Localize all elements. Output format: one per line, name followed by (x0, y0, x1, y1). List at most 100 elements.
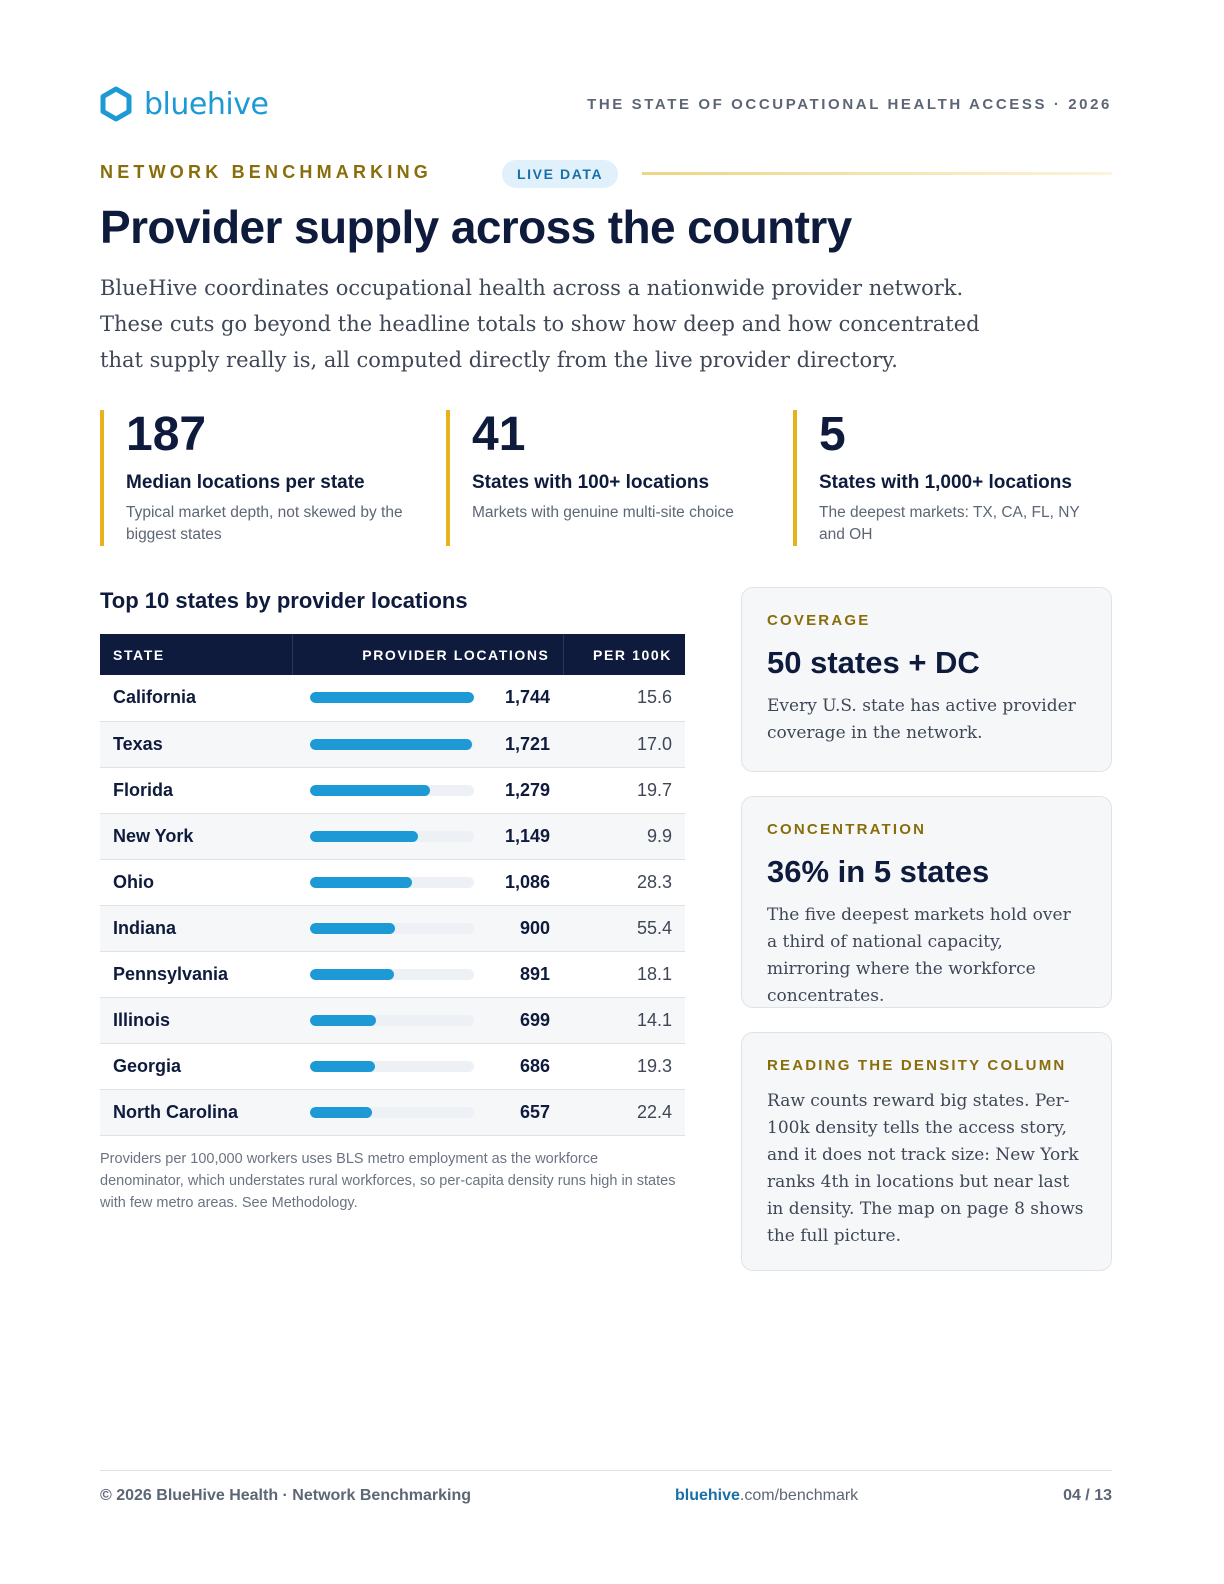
per100k-value: 9.9 (563, 813, 685, 860)
state-name: Ohio (100, 859, 292, 906)
stat-states-1000-plus: 5 States with 1,000+ locations The deepe… (793, 410, 1103, 546)
locations-value: 1,149 (504, 825, 550, 846)
table-row: Ohio 1,086 28.3 (100, 859, 685, 906)
state-name: New York (100, 813, 292, 860)
column-header-locations: PROVIDER LOCATIONS (292, 634, 564, 675)
state-name: Indiana (100, 905, 292, 952)
locations-value: 1,279 (504, 779, 550, 800)
locations-bar-track (310, 738, 474, 750)
table-row: Indiana 900 55.4 (100, 905, 685, 952)
locations-cell: 1,721 (292, 721, 563, 768)
locations-bar (310, 692, 474, 704)
locations-cell: 686 (292, 1043, 563, 1090)
card-body: Raw counts reward big states. Per-100k d… (767, 1091, 1084, 1246)
table-row: North Carolina 657 22.4 (100, 1089, 685, 1136)
stat-label: Median locations per state (126, 472, 365, 493)
stat-label: States with 1,000+ locations (819, 472, 1072, 493)
stat-value: 5 (819, 408, 846, 461)
locations-bar (310, 738, 472, 750)
density-explainer-card: READING THE DENSITY COLUMN Raw counts re… (741, 1032, 1112, 1271)
bluehive-logo[interactable]: bluehive (100, 86, 269, 122)
per100k-value: 55.4 (563, 905, 685, 952)
locations-bar-track (310, 876, 474, 888)
locations-value: 699 (519, 1009, 550, 1030)
footer-link-path: .com/benchmark (739, 1487, 859, 1504)
card-kicker: READING THE DENSITY COLUMN (767, 1057, 1067, 1074)
page-header: bluehive THE STATE OF OCCUPATIONAL HEALT… (100, 86, 1112, 126)
card-body: The five deepest markets hold over a thi… (767, 905, 1071, 1006)
live-data-badge: LIVE DATA (502, 160, 619, 188)
locations-bar (310, 968, 394, 980)
stat-states-100-plus: 41 States with 100+ locations Markets wi… (446, 410, 756, 546)
state-name: North Carolina (100, 1089, 292, 1136)
state-name: Pennsylvania (100, 951, 292, 998)
table-header-row: STATE PROVIDER LOCATIONS PER 100K (100, 634, 685, 675)
page-title: Provider supply across the country (100, 201, 852, 253)
per100k-value: 14.1 (563, 997, 685, 1044)
locations-cell: 900 (292, 905, 563, 952)
locations-value: 1,721 (504, 733, 550, 754)
locations-cell: 1,744 (292, 675, 563, 722)
locations-bar-track (310, 1014, 474, 1026)
locations-bar (310, 1060, 375, 1072)
card-kicker: CONCENTRATION (767, 821, 927, 838)
locations-bar-track (310, 692, 474, 704)
table-row: New York 1,149 9.9 (100, 813, 685, 860)
page-number: 04 / 13 (1063, 1487, 1112, 1504)
per100k-value: 22.4 (563, 1089, 685, 1136)
card-headline: 36% in 5 states (767, 854, 990, 889)
state-name: Florida (100, 767, 292, 814)
table-row: Illinois 699 14.1 (100, 997, 685, 1044)
stat-description: The deepest markets: TX, CA, FL, NY and … (819, 504, 1080, 543)
top-states-table: STATE PROVIDER LOCATIONS PER 100K Califo… (100, 634, 685, 1136)
footer-link[interactable]: bluehive.com/benchmark (675, 1487, 858, 1505)
logo-wordmark: bluehive (144, 86, 269, 122)
locations-bar-track (310, 922, 474, 934)
section-eyebrow-row: NETWORK BENCHMARKING LIVE DATA (100, 158, 1112, 190)
state-name: Illinois (100, 997, 292, 1044)
table-footnote: Providers per 100,000 workers uses BLS m… (100, 1151, 676, 1211)
hexagon-logo-icon (100, 86, 132, 122)
column-header-per100k: PER 100K (563, 634, 685, 675)
footer-link-brand: bluehive (675, 1487, 740, 1504)
locations-bar-track (310, 1106, 474, 1118)
footer-copyright: © 2026 BlueHive Health · Network Benchma… (100, 1487, 472, 1504)
locations-bar (310, 784, 431, 796)
locations-bar (310, 1106, 372, 1118)
locations-bar (310, 830, 419, 842)
coverage-card: COVERAGE 50 states + DC Every U.S. state… (741, 587, 1112, 772)
table-row: Georgia 686 19.3 (100, 1043, 685, 1090)
stat-median-locations: 187 Median locations per state Typical m… (100, 410, 410, 546)
locations-bar-track (310, 784, 474, 796)
table-row: Florida 1,279 19.7 (100, 767, 685, 814)
state-name: California (100, 675, 292, 722)
state-name: Texas (100, 721, 292, 768)
card-body: Every U.S. state has active provider cov… (767, 696, 1076, 743)
stat-description: Markets with genuine multi-site choice (472, 504, 734, 521)
locations-value: 657 (519, 1101, 550, 1122)
per100k-value: 17.0 (563, 721, 685, 768)
locations-value: 891 (519, 963, 550, 984)
locations-bar (310, 876, 413, 888)
per100k-value: 19.7 (563, 767, 685, 814)
stat-description: Typical market depth, not skewed by the … (126, 504, 403, 543)
locations-cell: 1,086 (292, 859, 563, 906)
card-kicker: COVERAGE (767, 612, 871, 629)
locations-value: 1,086 (504, 871, 550, 892)
locations-bar (310, 1014, 376, 1026)
intro-paragraph: BlueHive coordinates occupational health… (100, 276, 980, 372)
locations-cell: 891 (292, 951, 563, 998)
report-title: THE STATE OF OCCUPATIONAL HEALTH ACCESS … (587, 96, 1112, 113)
concentration-card: CONCENTRATION 36% in 5 states The five d… (741, 796, 1112, 1008)
table-body: California 1,744 15.6 Texas 1,721 17.0 Florida… (100, 675, 685, 1136)
locations-cell: 657 (292, 1089, 563, 1136)
section-eyebrow: NETWORK BENCHMARKING (100, 162, 432, 182)
stat-value: 187 (126, 408, 207, 461)
eyebrow-divider (642, 172, 1112, 175)
column-header-state: STATE (100, 634, 293, 675)
locations-bar-track (310, 1060, 474, 1072)
state-name: Georgia (100, 1043, 292, 1090)
locations-cell: 1,149 (292, 813, 563, 860)
stat-value: 41 (472, 408, 526, 461)
locations-bar-track (310, 968, 474, 980)
